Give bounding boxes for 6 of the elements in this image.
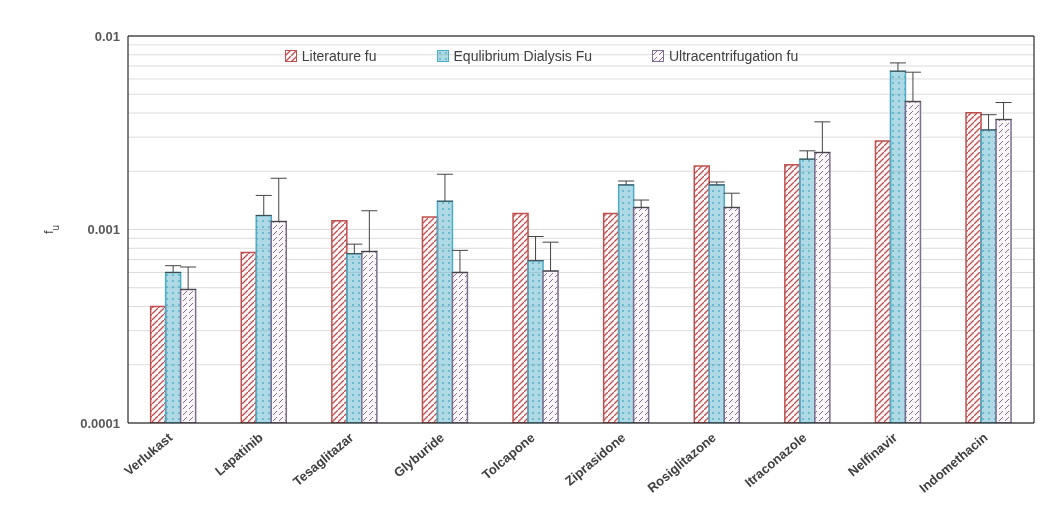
legend-label: Ultracentrifugation fu (668, 48, 799, 64)
y-tick-label: 0.001 (87, 222, 120, 238)
legend-label: Literature fu (300, 48, 377, 64)
y-tick-label: 0.0001 (80, 415, 120, 431)
y-tick-label: 0.01 (94, 28, 120, 44)
legend-label: Equlibrium Dialysis Fu (452, 48, 592, 64)
